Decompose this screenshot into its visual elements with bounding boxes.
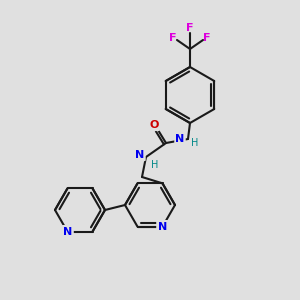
Text: N: N [63, 227, 72, 237]
Text: N: N [176, 134, 184, 144]
Text: H: H [191, 138, 199, 148]
Text: N: N [135, 150, 145, 160]
Text: F: F [203, 33, 211, 43]
Text: N: N [158, 222, 167, 232]
Text: H: H [151, 160, 159, 170]
Text: F: F [186, 23, 194, 33]
Text: F: F [169, 33, 177, 43]
Text: O: O [149, 120, 159, 130]
